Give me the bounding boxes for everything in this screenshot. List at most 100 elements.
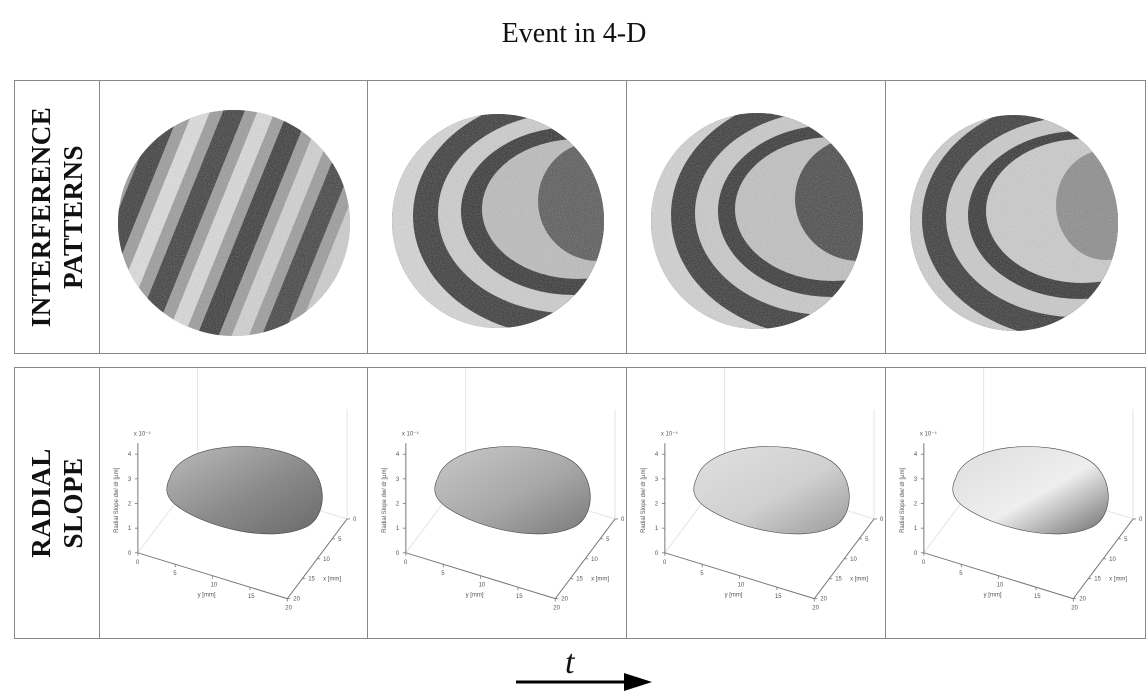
z-tick-label: 3 [396,477,400,483]
z-axis-label: Radial Slope dw/ dr [µm] [641,467,647,532]
slope-plot-3: 0 5 10 15 20 0 5 10 15 20 0 1 2 3 4 x 10⁻⁴ Radial Slope … [641,368,884,612]
z-tick-label: 0 [655,551,659,557]
slope-row-label-cell: RADIAL SLOPE [15,368,100,638]
y-tick-label: 0 [353,517,357,523]
y-tick-label: 20 [820,597,827,603]
z-exponent-label: x 10⁻⁴ [402,430,419,437]
z-tick-label: 4 [128,452,132,458]
z-tick-label: 4 [396,452,400,458]
z-tick-label: 2 [128,501,132,507]
y-tick-label: 5 [1124,537,1128,543]
slope-row: RADIAL SLOPE 0 5 10 15 20 0 5 10 15 20 0 1 2 3 4 x 10⁻⁴… [14,367,1146,639]
radial-slope-surface [693,446,850,535]
x-axis-label: y [mm] [198,593,216,599]
x-tick-label: 5 [700,571,704,577]
interference-frame-3 [626,81,886,353]
y-tick-label: 10 [1109,557,1116,563]
slope-plot-4: 0 5 10 15 20 0 5 10 15 20 0 1 2 3 4 x 10⁻⁴ Radial Slope … [900,368,1143,612]
x-axis-label: y [mm] [725,593,743,599]
y-tick-label: 15 [1094,577,1101,583]
interference-image-3 [651,113,863,329]
y-tick-label: 20 [1079,597,1086,603]
x-tick-label: 10 [738,583,745,589]
figure-title: Event in 4-D [501,18,647,49]
z-tick-label: 2 [396,501,400,507]
z-tick-label: 4 [655,452,659,458]
y-axis-label: x [mm] [323,577,341,583]
y-tick-label: 10 [591,557,598,563]
y-tick-label: 0 [1139,517,1143,523]
z-tick-label: 4 [914,452,918,458]
y-tick-label: 5 [865,537,869,543]
z-exponent-label: x 10⁻⁴ [661,430,678,437]
y-axis-label: x [mm] [591,577,609,583]
x-axis-label: y [mm] [466,593,484,599]
y-tick-label: 20 [293,597,300,603]
radial-slope-surface [166,446,323,535]
x-tick-label: 15 [775,594,782,600]
x-tick-label: 15 [1034,594,1041,600]
z-axis-label: Radial Slope dw/ dr [µm] [382,467,388,532]
interference-image-2 [392,114,604,328]
z-tick-label: 0 [914,551,918,557]
interference-row: INTERFERENCE PATTERNS [14,80,1146,354]
y-tick-label: 5 [606,537,610,543]
x-tick-label: 15 [516,594,523,600]
x-tick-label: 10 [211,583,218,589]
y-tick-label: 10 [323,557,330,563]
x-axis-label: y [mm] [984,593,1002,599]
y-axis-label: x [mm] [1109,577,1127,583]
z-tick-label: 2 [655,501,659,507]
z-exponent-label: x 10⁻⁴ [920,430,937,437]
figure-grid: INTERFERENCE PATTERNS [14,80,1146,640]
slope-frame-4: 0 5 10 15 20 0 5 10 15 20 0 1 2 3 4 x 10⁻⁴ Radial Slope … [885,368,1146,638]
y-tick-label: 20 [561,597,568,603]
interference-image-1 [118,110,350,336]
x-tick-label: 5 [173,571,177,577]
time-arrow [516,673,652,691]
x-tick-label: 15 [248,594,255,600]
z-tick-label: 3 [128,477,132,483]
interference-frame-1 [99,81,368,353]
x-tick-label: 0 [404,560,408,566]
x-tick-label: 20 [285,606,292,612]
slope-plot-2: 0 5 10 15 20 0 5 10 15 20 0 1 2 3 4 x 10⁻⁴ Radial Slope … [382,368,625,612]
radial-slope-surface [434,446,591,535]
y-tick-label: 0 [880,517,884,523]
x-tick-label: 5 [959,571,963,577]
x-tick-label: 10 [997,583,1004,589]
x-tick-label: 0 [663,560,667,566]
interference-image-4 [910,115,1118,331]
z-tick-label: 1 [396,526,400,532]
slope-row-label: RADIAL SLOPE [26,448,88,558]
z-tick-label: 2 [914,501,918,507]
slope-frame-2: 0 5 10 15 20 0 5 10 15 20 0 1 2 3 4 x 10⁻⁴ Radial Slope … [367,368,627,638]
slope-frame-1: 0 5 10 15 20 0 5 10 15 20 0 1 2 3 4 x 10⁻⁴ Radial Slope … [99,368,368,638]
z-tick-label: 1 [128,526,132,532]
interference-frame-2 [367,81,627,353]
z-tick-label: 1 [914,526,918,532]
x-tick-label: 20 [812,606,819,612]
y-tick-label: 0 [621,517,625,523]
slope-plot-1: 0 5 10 15 20 0 5 10 15 20 0 1 2 3 4 x 10⁻⁴ Radial Slope … [114,368,357,612]
z-tick-label: 0 [128,551,132,557]
y-tick-label: 10 [850,557,857,563]
y-tick-label: 15 [576,577,583,583]
y-tick-label: 15 [835,577,842,583]
x-tick-label: 20 [553,606,560,612]
y-tick-label: 5 [338,537,342,543]
slope-frame-3: 0 5 10 15 20 0 5 10 15 20 0 1 2 3 4 x 10⁻⁴ Radial Slope … [626,368,886,638]
y-axis-label: x [mm] [850,577,868,583]
x-tick-label: 20 [1071,606,1078,612]
x-tick-label: 0 [922,560,926,566]
z-tick-label: 1 [655,526,659,532]
z-exponent-label: x 10⁻⁴ [134,430,151,437]
z-tick-label: 3 [655,477,659,483]
x-tick-label: 0 [136,560,140,566]
interference-row-label-cell: INTERFERENCE PATTERNS [15,81,100,353]
interference-row-label: INTERFERENCE PATTERNS [26,106,88,328]
z-tick-label: 0 [396,551,400,557]
radial-slope-surface [952,446,1109,535]
x-tick-label: 5 [441,571,445,577]
time-axis-label: t [565,644,575,681]
